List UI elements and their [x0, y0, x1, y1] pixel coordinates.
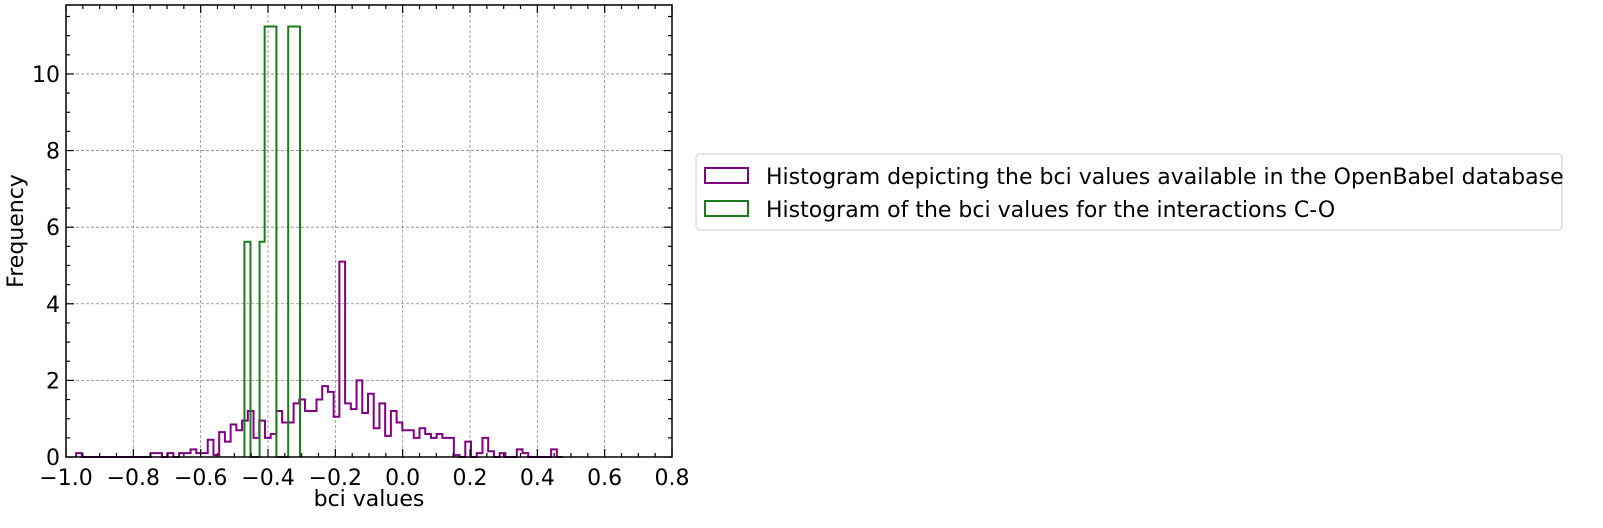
x-tick-label-0: −1.0 — [39, 466, 92, 491]
legend-swatch-openbabel — [704, 167, 749, 184]
legend-entry-openbabel: Histogram depicting the bci values avail… — [766, 165, 1564, 190]
grid — [66, 5, 672, 457]
series-openbabel-histogram — [75, 260, 563, 458]
y-tick-label-4: 8 — [46, 140, 60, 165]
x-tick-label-3: −0.4 — [241, 466, 294, 491]
y-tick-label-3: 6 — [46, 216, 60, 241]
x-axis-label: bci values — [314, 487, 425, 512]
series-layer — [75, 25, 563, 458]
x-tick-label-8: 0.6 — [587, 466, 622, 491]
x-tick-label-7: 0.4 — [520, 466, 555, 491]
legend-box — [695, 153, 1563, 231]
x-tick-label-6: 0.2 — [453, 466, 488, 491]
plot-frame — [65, 4, 673, 458]
y-tick-label-2: 4 — [46, 293, 60, 318]
x-tick-label-1: −0.8 — [107, 466, 160, 491]
y-tick-label-1: 2 — [46, 369, 60, 394]
series-c-o-histogram — [243, 25, 301, 458]
y-axis-label: Frequency — [4, 174, 29, 288]
ticks — [65, 5, 673, 458]
x-tick-label-9: 0.8 — [655, 466, 690, 491]
x-tick-labels: −1.0 −0.8 −0.6 −0.4 −0.2 0.0 0.2 0.4 0.6 0.8 — [39, 466, 689, 491]
y-tick-label-5: 10 — [32, 63, 60, 88]
legend-swatch-c-o — [704, 200, 749, 217]
legend: Histogram depicting the bci values avail… — [695, 153, 1564, 231]
x-tick-label-4: −0.2 — [309, 466, 362, 491]
y-tick-label-0: 0 — [46, 446, 60, 471]
y-tick-labels: 0 2 4 6 8 10 — [32, 63, 60, 471]
legend-entry-c-o: Histogram of the bci values for the inte… — [766, 198, 1335, 223]
x-tick-label-5: 0.0 — [385, 466, 420, 491]
x-tick-label-2: −0.6 — [174, 466, 227, 491]
